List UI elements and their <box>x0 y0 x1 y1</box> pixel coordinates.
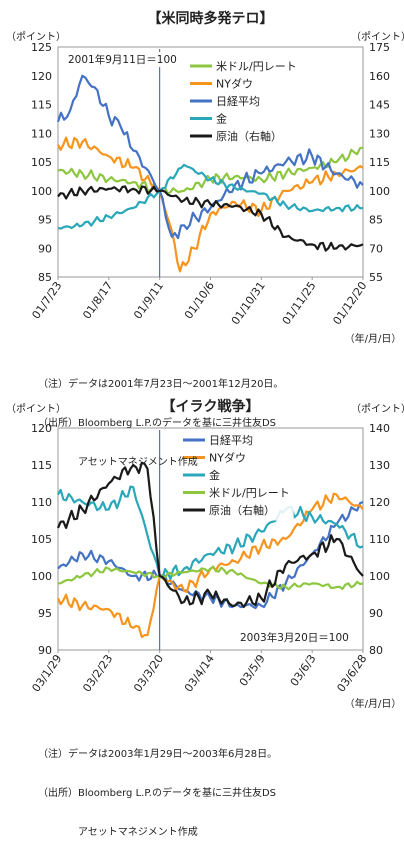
chart1-x-tick-label: 01/9/11 <box>131 279 166 321</box>
chart1-y2-tick-label: 100 <box>369 185 390 198</box>
chart1-y-tick-label: 100 <box>31 185 52 198</box>
chart1-y2-tick-label: 175 <box>369 41 390 54</box>
chart1-y2-tick-label: 55 <box>369 271 383 284</box>
chart2-annotation: 2003年3月20日＝100 <box>240 631 349 644</box>
chart2-y-tick-label: 100 <box>31 570 52 583</box>
chart1-series-line-4 <box>57 185 364 252</box>
chart2-series-line-4 <box>56 461 364 609</box>
chart1-x-tick-label: 01/7/23 <box>29 279 64 321</box>
chart1-y-tick-label: 95 <box>38 214 52 227</box>
chart2-x-tick-label: 03/1/29 <box>29 652 64 694</box>
chart2-series-line-3 <box>57 565 364 591</box>
chart-canvas: 【米同時多発テロ】 （ポイント） （ポイント） （年/月/日） 85 90 95 100 105… <box>6 10 404 710</box>
chart2-y-tick-label: 115 <box>31 459 52 472</box>
chart2-legend-label: 米ドル/円レート <box>209 487 290 500</box>
chart2-note-line: （注）データは2003年1月29日～2003年6月28日。 <box>38 749 278 760</box>
chart1-x-tick-label: 01/10/6 <box>182 279 217 321</box>
chart1-y-tick-label: 110 <box>31 127 52 140</box>
chart2-legend-label: 日経平均 <box>209 434 253 447</box>
chart1-y-tick-label: 90 <box>38 242 52 255</box>
chart1-x-tick-label: 01/10/31 <box>229 279 268 327</box>
chart2-x-tick-label: 03/6/28 <box>334 652 369 694</box>
chart2-series-line-2 <box>57 485 364 581</box>
chart1-legend-label: 金 <box>216 112 227 126</box>
chart2-y2-tick-label: 140 <box>369 422 390 435</box>
chart2-y-tick-label: 110 <box>31 496 52 509</box>
chart2-y-tick-label: 105 <box>31 533 52 546</box>
chart1-legend-label: 米ドル/円レート <box>216 60 297 73</box>
chart1-y2-tick-label: 130 <box>369 127 390 140</box>
chart1-note: （注）データは2001年7月23日～2001年12月20日。 （出所）Bloom… <box>38 352 283 482</box>
chart1-annotation: 2001年9月11日＝100 <box>68 53 177 66</box>
chart2-source-line-2: アセットマネジメント作成 <box>38 827 198 838</box>
chart2-y2-tick-label: 90 <box>369 607 383 620</box>
chart1-y-tick-label: 85 <box>38 271 52 284</box>
chart1-x-tick-label: 01/8/17 <box>80 279 115 321</box>
chart1-left-axis-unit: （ポイント） <box>6 31 66 43</box>
chart2-y-tick-label: 120 <box>31 422 52 435</box>
chart2-y2-tick-label: 80 <box>369 644 383 657</box>
chart2-legend-label: NYダウ <box>209 451 246 465</box>
chart1-x-tick-label: 01/12/20 <box>330 279 369 327</box>
chart2-y2-tick-label: 100 <box>369 570 390 583</box>
chart1-legend-label: NYダウ <box>216 77 253 91</box>
chart2-x-unit: （年/月/日） <box>345 697 402 710</box>
chart1-series-line-3 <box>57 163 364 230</box>
chart1-x-unit: （年/月/日） <box>345 332 402 345</box>
chart1-source-line-2: アセットマネジメント作成 <box>38 457 198 468</box>
chart1-right-axis-unit: （ポイント） <box>351 31 404 43</box>
chart2-y-tick-label: 95 <box>38 607 52 620</box>
chart2-y-tick-label: 90 <box>38 644 52 657</box>
chart2-x-tick-label: 03/4/14 <box>182 652 217 694</box>
chart1-y2-tick-label: 85 <box>369 214 383 227</box>
chart2-left-axis-unit: （ポイント） <box>6 403 66 415</box>
chart1-note-line: （注）データは2001年7月23日～2001年12月20日。 <box>38 379 284 390</box>
chart1-title: 【米同時多発テロ】 <box>148 10 274 27</box>
chart1-y-tick-label: 115 <box>31 99 52 112</box>
chart1-x-tick-label: 01/11/25 <box>280 279 319 327</box>
chart1-y2-tick-label: 70 <box>369 242 383 255</box>
chart2-y2-tick-label: 130 <box>369 459 390 472</box>
chart1-source-line: （出所）Bloomberg L.P.のデータを基に三井住友DS <box>38 418 277 429</box>
chart2-legend-label: 原油（右軸） <box>209 503 275 517</box>
chart2-y2-tick-label: 110 <box>369 533 390 546</box>
chart1-y-tick-label: 125 <box>31 41 52 54</box>
chart1-series-line-1 <box>57 136 364 273</box>
chart1-y-tick-label: 105 <box>31 156 52 169</box>
chart1-legend-label: 原油（右軸） <box>216 129 282 143</box>
chart2-y2-tick-label: 120 <box>369 496 390 509</box>
chart2-title: 【イラク戦争】 <box>162 398 260 415</box>
chart2-x-tick-label: 03/5/9 <box>237 652 268 688</box>
chart1-y2-tick-label: 145 <box>369 99 390 112</box>
chart2-x-tick-label: 03/2/23 <box>80 652 115 694</box>
chart1-y2-tick-label: 160 <box>369 70 390 83</box>
chart1-legend-label: 日経平均 <box>216 95 260 108</box>
chart1-annotation-box <box>65 52 180 67</box>
chart1-y2-tick-label: 115 <box>369 156 390 169</box>
chart2-legend-label: 金 <box>209 468 220 482</box>
chart2-note: （注）データは2003年1月29日～2003年6月28日。 （出所）Bloomb… <box>38 722 277 852</box>
chart2-right-axis-unit: （ポイント） <box>351 403 404 415</box>
chart1-y-tick-label: 120 <box>31 70 52 83</box>
chart2-annotation-box <box>237 630 352 645</box>
chart2-x-tick-label: 03/3/20 <box>131 652 166 694</box>
chart2-x-tick-label: 03/6/3 <box>288 652 319 688</box>
